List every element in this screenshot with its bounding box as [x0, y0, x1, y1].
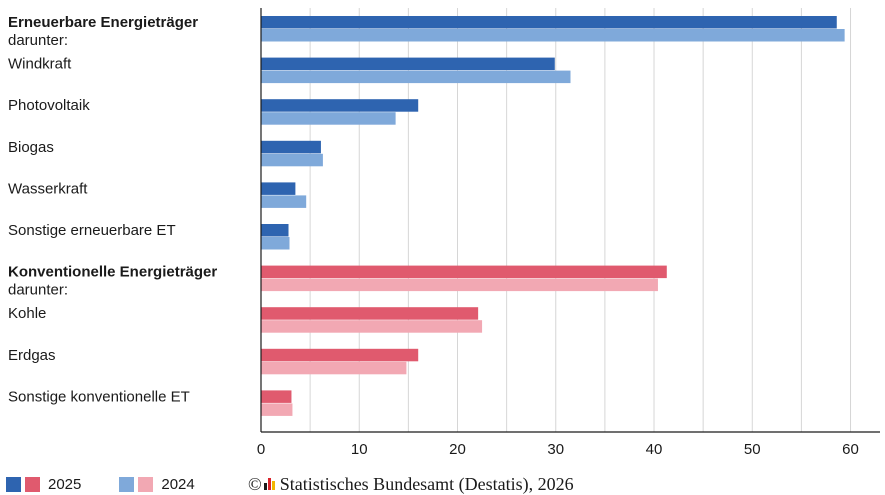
- category-label: Wasserkraft: [8, 180, 88, 197]
- category-sublabel: darunter:: [8, 32, 68, 49]
- bar-2024-9: [261, 361, 407, 375]
- category-label: Windkraft: [8, 56, 72, 73]
- bar-2024-5: [261, 195, 307, 208]
- legend-label-2024: 2024: [161, 475, 195, 493]
- x-tick-label: 30: [547, 441, 564, 458]
- bar-2025-10: [261, 390, 292, 403]
- bar-2024-3: [261, 112, 396, 125]
- copyright-symbol: ©: [248, 473, 262, 494]
- bar-2025-8: [261, 307, 479, 320]
- category-label: Sonstige konventionelle ET: [8, 388, 190, 405]
- bar-2025-2: [261, 57, 555, 71]
- legend-swatch-2024-conventional: [138, 476, 154, 492]
- category-label: Sonstige erneuerbare ET: [8, 222, 176, 239]
- bar-2025-1: [261, 16, 837, 29]
- bar-2024-10: [261, 403, 293, 416]
- bar-2025-3: [261, 99, 419, 112]
- bar-2025-6: [261, 224, 289, 237]
- bar-2025-7: [261, 265, 667, 279]
- category-label: Erneuerbare Energieträger: [8, 14, 198, 31]
- category-sublabel: darunter:: [8, 282, 68, 299]
- legend-item-2025: 2025: [6, 476, 81, 493]
- bar-2024-8: [261, 320, 483, 333]
- category-label: Biogas: [8, 139, 54, 156]
- bars: [261, 16, 845, 416]
- legend: 2025 2024: [6, 474, 233, 494]
- axes: [260, 8, 880, 433]
- bar-2024-1: [261, 29, 845, 42]
- bar-2025-5: [261, 182, 296, 195]
- bar-2024-6: [261, 237, 290, 250]
- x-tick-labels: 0 10 20 30 40 50 60: [257, 441, 859, 458]
- category-label: Kohle: [8, 305, 46, 322]
- category-label: Konventionelle Energieträger: [8, 264, 217, 281]
- bar-chart: Erneuerbare Energieträgerdarunter:Windkr…: [8, 8, 880, 458]
- x-tick-label: 10: [351, 441, 368, 458]
- category-label: Erdgas: [8, 347, 56, 364]
- legend-swatch-2025-renewable: [6, 476, 21, 492]
- x-tick-label: 50: [744, 441, 761, 458]
- copyright-credit: © Statistisches Bundesamt (Destatis), 20…: [248, 474, 574, 494]
- category-label: Photovoltaik: [8, 97, 90, 114]
- destatis-logo-icon: [263, 478, 276, 490]
- bar-2024-7: [261, 278, 658, 292]
- copyright-text: Statistisches Bundesamt (Destatis), 2026: [279, 473, 574, 494]
- x-tick-label: 0: [257, 441, 265, 458]
- legend-item-2024: 2024: [119, 475, 195, 493]
- x-tick-label: 60: [842, 441, 859, 458]
- legend-swatch-2024-renewable: [119, 476, 135, 492]
- x-tick-label: 20: [449, 441, 466, 458]
- category-labels: Erneuerbare Energieträgerdarunter:Windkr…: [8, 14, 217, 405]
- bar-2025-9: [261, 348, 419, 362]
- legend-label-2025: 2025: [48, 475, 82, 493]
- bar-2025-4: [261, 140, 321, 154]
- legend-swatch-2025-conventional: [25, 476, 40, 492]
- bar-2024-2: [261, 70, 571, 84]
- bar-2024-4: [261, 153, 323, 167]
- x-tick-label: 40: [646, 441, 663, 458]
